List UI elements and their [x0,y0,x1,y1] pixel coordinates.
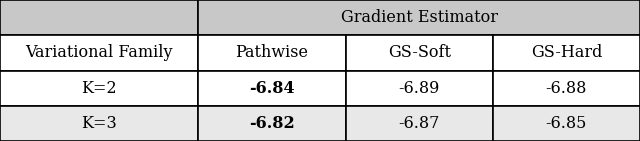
Bar [198,70,346,106]
Bar [346,106,493,141]
Text: Variational Family: Variational Family [26,44,173,61]
Bar [0,70,198,106]
Text: -6.87: -6.87 [399,115,440,132]
Bar [493,106,640,141]
Text: GS-Hard: GS-Hard [531,44,602,61]
Bar [0,35,198,70]
Text: Gradient Estimator: Gradient Estimator [340,9,498,26]
Text: K=3: K=3 [81,115,117,132]
Bar [198,106,346,141]
Bar [493,70,640,106]
Text: -6.85: -6.85 [546,115,587,132]
Bar [0,0,198,35]
Text: -6.82: -6.82 [249,115,295,132]
Bar [198,0,640,35]
Text: Pathwise: Pathwise [236,44,308,61]
Bar [346,35,493,70]
Bar [0,106,198,141]
Text: K=2: K=2 [81,80,117,97]
Bar [493,35,640,70]
Text: -6.88: -6.88 [546,80,587,97]
Text: GS-Soft: GS-Soft [388,44,451,61]
Text: -6.84: -6.84 [249,80,295,97]
Text: -6.89: -6.89 [399,80,440,97]
Bar [198,35,346,70]
Bar [346,70,493,106]
